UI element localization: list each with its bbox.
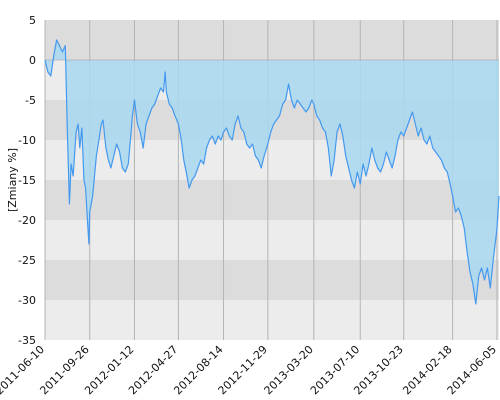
series-line <box>44 39 500 305</box>
grid-band <box>45 180 499 220</box>
x-axis: 2011-06-102011-09-262012-01-122012-04-27… <box>0 343 499 397</box>
grid-band <box>45 220 499 260</box>
y-tick-label: -25 <box>18 254 36 267</box>
grid-band <box>45 300 499 340</box>
y-axis: 5 0 -5 -10 -15 -20 -25 -30 -35 <box>18 14 36 347</box>
y-tick-label: -30 <box>18 294 36 307</box>
y-tick-label: -5 <box>25 94 36 107</box>
y-tick-label: -15 <box>18 174 36 187</box>
y-tick-label: -10 <box>18 134 36 147</box>
y-tick-label: -35 <box>18 334 36 347</box>
area-fill <box>45 40 499 304</box>
y-tick-label: 5 <box>29 14 36 27</box>
y-tick-label: 0 <box>29 54 36 67</box>
y-tick-label: -20 <box>18 214 36 227</box>
y-axis-title: [Zmiany %] <box>6 148 19 212</box>
grid-band <box>45 260 499 300</box>
grid-band <box>45 20 499 60</box>
